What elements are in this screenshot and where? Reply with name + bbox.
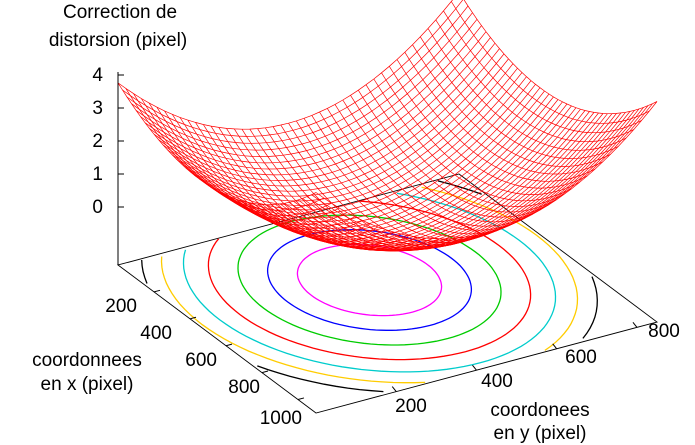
surface-mesh-line xyxy=(162,53,505,192)
surface-mesh-line xyxy=(187,119,386,243)
surface-mesh-line xyxy=(358,90,557,213)
y-axis-label-line-2: en y (pixel) xyxy=(494,423,587,444)
surface-mesh-line xyxy=(443,10,642,134)
surface-mesh-line xyxy=(319,111,518,235)
x-tick-mark xyxy=(153,289,161,293)
x-tick-label: 1000 xyxy=(260,408,302,429)
surface-mesh-line xyxy=(420,36,619,159)
surface-mesh-line xyxy=(218,127,417,250)
surface-mesh-line xyxy=(303,118,503,241)
surface-mesh-line xyxy=(350,95,549,218)
surface-mesh-line xyxy=(404,52,603,175)
y-tick-mark xyxy=(632,322,638,328)
surface-mesh-line xyxy=(334,104,534,227)
x-axis-label-line-1: coordonnees xyxy=(32,350,142,371)
surface-mesh-line xyxy=(435,19,634,143)
y-tick-label: 400 xyxy=(481,371,513,392)
surface-mesh-line xyxy=(164,110,363,234)
surface-mesh-line xyxy=(288,123,487,246)
x-tick-label: 800 xyxy=(228,377,260,398)
x-axis-label-line-2: en x (pixel) xyxy=(41,374,134,395)
surface-mesh-line xyxy=(427,28,627,151)
surface-mesh-line xyxy=(272,126,472,249)
surface-mesh-line xyxy=(212,96,554,235)
contour-line xyxy=(141,180,598,393)
x-tick-mark xyxy=(261,370,269,374)
surface-mesh-line xyxy=(463,0,658,115)
surface-mesh-line xyxy=(396,59,596,182)
y-tick-label: 800 xyxy=(648,321,680,342)
surface-mesh-line xyxy=(195,122,394,245)
x-tick-mark xyxy=(225,343,233,347)
distortion-surface xyxy=(117,0,658,252)
y-tick-label: 200 xyxy=(395,396,427,417)
y-axis-label-line-1: coordonees xyxy=(490,400,589,421)
chart-title-line-2: distorsion (pixel) xyxy=(49,30,187,51)
contour-line xyxy=(296,243,443,317)
x-tick-label: 400 xyxy=(140,323,172,344)
y-tick-mark xyxy=(391,386,397,392)
floor-outline xyxy=(116,173,659,414)
surface-mesh-line xyxy=(342,99,541,223)
surface-mesh-line xyxy=(389,66,588,189)
contour-line xyxy=(207,200,532,361)
x-tick-mark xyxy=(189,316,197,320)
surface-mesh-line xyxy=(179,117,379,240)
surface-mesh-line xyxy=(153,42,496,181)
axes xyxy=(117,72,638,401)
base-plane xyxy=(116,173,659,414)
z-tick-label: 2 xyxy=(92,131,103,152)
surface-mesh-line xyxy=(156,106,355,230)
surface-mesh-line xyxy=(210,125,410,249)
chart-title-line-1: Correction de xyxy=(63,2,177,23)
x-tick-label: 200 xyxy=(105,296,137,317)
surface-mesh-line xyxy=(280,124,479,248)
z-tick-label: 4 xyxy=(92,65,103,86)
z-tick-label: 1 xyxy=(92,164,103,185)
surface-mesh-line xyxy=(373,78,572,202)
surface-mesh-line xyxy=(365,84,565,207)
surface-mesh-line xyxy=(412,44,611,167)
y-tick-mark xyxy=(472,364,477,371)
z-tick-label: 0 xyxy=(92,197,103,218)
x-tick-label: 600 xyxy=(185,350,217,371)
surface-mesh-line xyxy=(176,67,518,206)
surface-mesh-line xyxy=(234,128,433,252)
contour-line xyxy=(182,192,557,373)
y-tick-mark xyxy=(552,343,558,350)
x-tick-mark xyxy=(297,397,305,401)
y-tick-label: 600 xyxy=(565,347,597,368)
z-tick-label: 3 xyxy=(92,98,103,119)
contour-lines xyxy=(141,180,598,393)
surface-mesh-line xyxy=(327,108,526,231)
surface-mesh-line xyxy=(296,120,495,244)
surface-mesh-line xyxy=(241,129,441,252)
surface-mesh-line xyxy=(311,115,510,238)
surface-mesh-line xyxy=(185,76,527,215)
contour-line xyxy=(160,186,579,384)
surface-mesh-line xyxy=(381,72,580,195)
surface-mesh-line xyxy=(133,93,332,216)
surface-mesh-line xyxy=(451,1,650,124)
